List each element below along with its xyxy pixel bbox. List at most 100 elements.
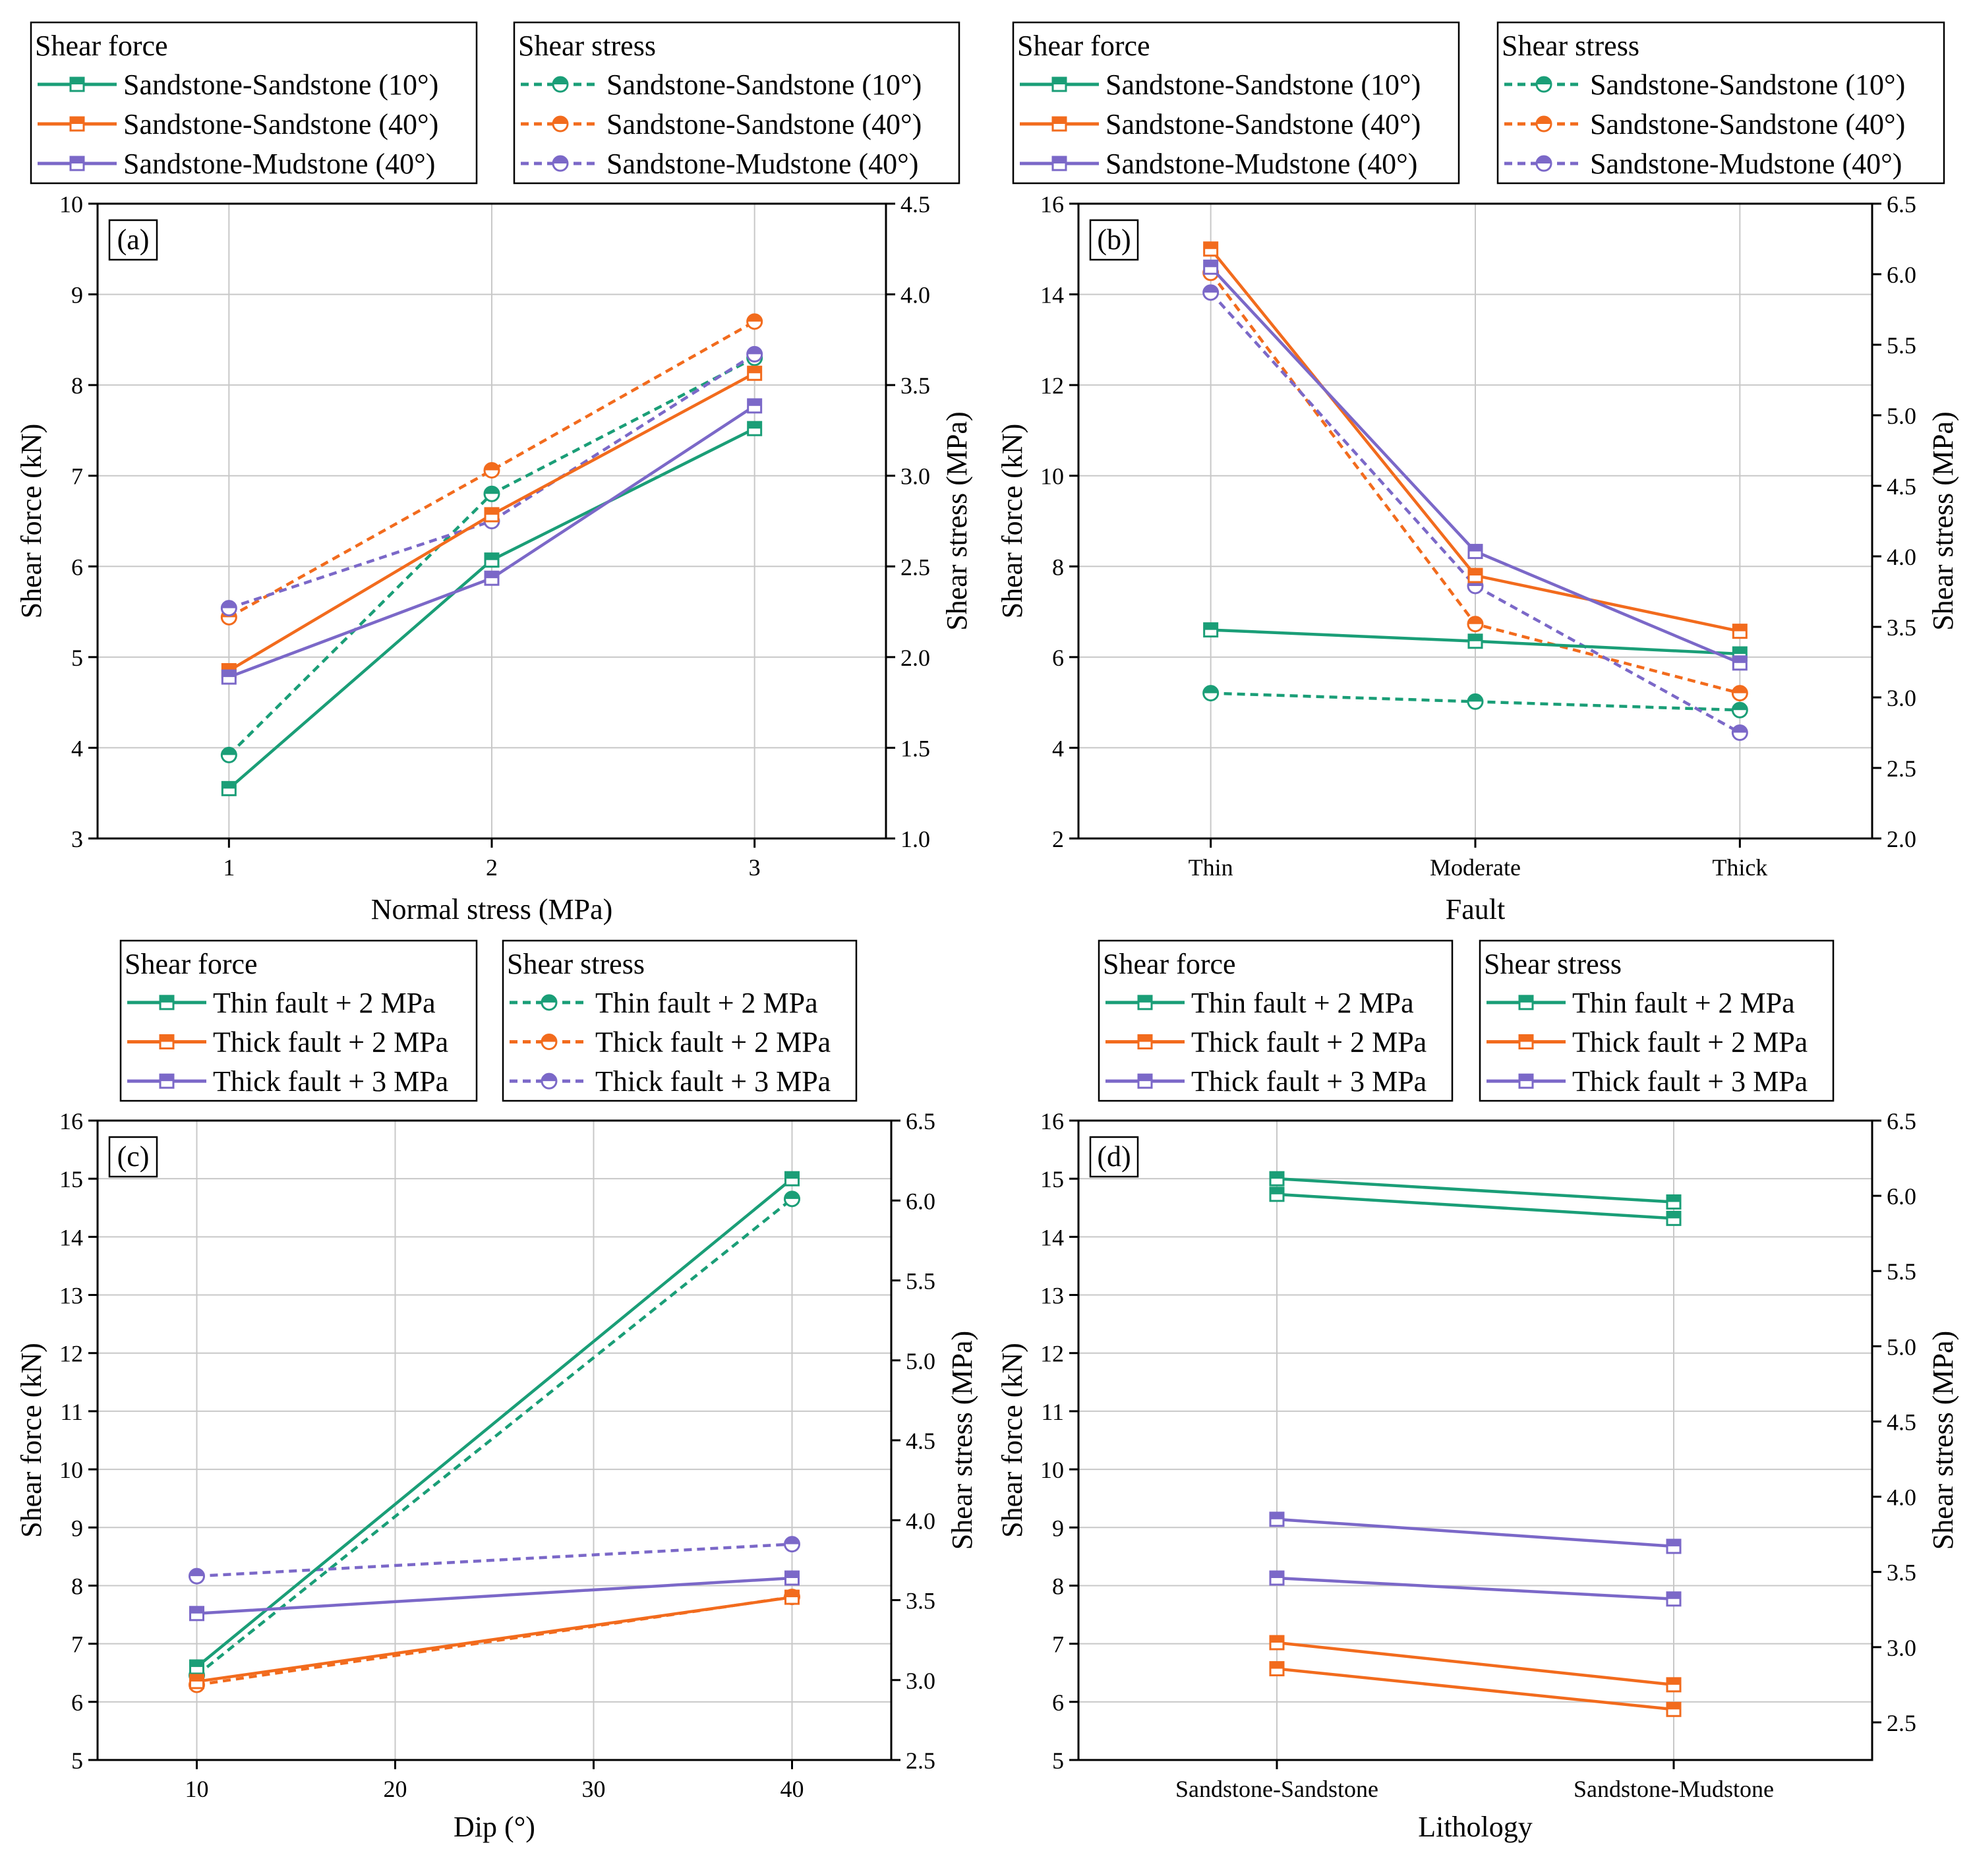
stress-point-1-2-fill: [747, 314, 762, 322]
stress-legend-box: [502, 939, 858, 1102]
stress-point-0-2-fill: [1732, 703, 1748, 711]
stress-legend-marker-2-fill: [1537, 156, 1551, 163]
stress-point-0-0-fill: [221, 747, 237, 755]
stress-point-2-1-fill: [1667, 1539, 1680, 1546]
force-series-line-2: [1276, 1576, 1674, 1600]
x-tick-label-3: 40: [780, 1776, 804, 1802]
stress-legend-label-0: Sandstone-Sandstone (10°): [1590, 69, 1905, 101]
force-legend-label-0: Thin fault + 2 MPa: [213, 987, 436, 1019]
stress-legend-label-0: Thin fault + 2 MPa: [1572, 987, 1795, 1019]
x-axis-title: Lithology: [1418, 1811, 1533, 1843]
y-tick-label-2: 7: [1052, 1631, 1064, 1658]
panel-label-box: [108, 219, 158, 261]
stress-legend-title: Shear stress: [1484, 948, 1622, 980]
stress-legend-label-1: Thick fault + 2 MPa: [595, 1026, 831, 1059]
y-tick-label-2: 6: [1052, 645, 1064, 671]
force-legend-label-2: Sandstone-Mudstone (40°): [1105, 148, 1417, 180]
y-tick-label-6: 14: [1040, 282, 1064, 308]
force-point-1-1-fill: [485, 508, 498, 515]
y-tick-label-6: 9: [71, 282, 83, 308]
stress-series-line-2: [196, 1542, 792, 1578]
y2-tick-label-6: 4.0: [900, 282, 930, 308]
y-tick-label-9: 14: [1040, 1224, 1064, 1250]
y2-tick-label-6: 5.0: [1887, 403, 1916, 429]
y-tick-label-0: 2: [1052, 826, 1064, 852]
stress-legend-marker-2-fill: [1519, 1074, 1533, 1082]
force-point-2-0-fill: [190, 1606, 204, 1614]
stress-legend-title: Shear stress: [1502, 30, 1639, 62]
force-series-line-0: [196, 1177, 793, 1668]
force-point-2-1-fill: [485, 572, 498, 579]
force-series-line-2: [196, 1576, 792, 1616]
stress-point-0-1-fill: [1667, 1212, 1680, 1219]
stress-legend-label-1: Sandstone-Sandstone (40°): [1590, 108, 1905, 140]
force-legend-label-0: Sandstone-Sandstone (10°): [1105, 69, 1421, 101]
stress-legend-marker-1-fill: [1519, 1035, 1533, 1042]
y-axis-title: Shear force (kN): [15, 1343, 47, 1538]
panel-label: (a): [117, 223, 150, 256]
force-legend-marker-2-fill: [1053, 157, 1066, 163]
y-axis-title: Shear force (kN): [15, 424, 47, 619]
y-axis-title: Shear force (kN): [996, 1343, 1028, 1538]
stress-point-2-0-fill: [1203, 285, 1218, 293]
stress-legend-marker-0-fill: [553, 77, 568, 84]
force-legend-marker-1-fill: [1138, 1035, 1152, 1042]
force-legend-label-2: Sandstone-Mudstone (40°): [123, 148, 435, 180]
x-tick-label-0: 10: [185, 1776, 209, 1802]
force-point-0-0-fill: [222, 782, 236, 789]
x-axis-title: Dip (°): [454, 1811, 535, 1843]
y-tick-label-3: 8: [71, 1573, 83, 1599]
y2-tick-label-4: 4.5: [906, 1428, 935, 1454]
stress-series-line-0: [196, 1198, 793, 1677]
force-legend-marker-1-fill: [1053, 117, 1066, 124]
force-point-1-1-fill: [1469, 569, 1482, 576]
stress-point-0-1-fill: [485, 486, 499, 494]
y2-tick-label-7: 4.5: [900, 191, 930, 218]
stress-series-line-2: [1209, 291, 1741, 734]
panel-label-box: [108, 1136, 158, 1178]
force-legend-marker-1-fill: [71, 117, 84, 124]
stress-legend-title: Shear stress: [518, 30, 656, 62]
stress-point-2-2-fill: [1732, 725, 1748, 733]
force-point-0-1-fill: [785, 1172, 799, 1179]
y-tick-label-4: 7: [71, 463, 83, 490]
y2-tick-label-3: 4.0: [906, 1508, 935, 1534]
x-tick-label-0: Thin: [1189, 854, 1233, 881]
y-tick-label-2: 7: [71, 1631, 83, 1658]
stress-point-2-0-fill: [221, 601, 237, 608]
stress-point-0-0-fill: [1203, 686, 1218, 693]
y-tick-label-11: 16: [59, 1108, 83, 1134]
force-point-0-2-fill: [748, 422, 761, 429]
stress-series-line-2: [1276, 1517, 1674, 1548]
force-point-1-0-fill: [222, 664, 236, 671]
force-legend-title: Shear force: [35, 30, 168, 62]
y2-tick-label-1: 2.5: [1887, 755, 1916, 782]
force-legend-marker-0-fill: [1053, 78, 1066, 84]
plot-frame: [96, 1119, 893, 1761]
y-tick-label-10: 15: [1040, 1166, 1064, 1192]
stress-point-1-1-fill: [1667, 1678, 1680, 1685]
force-legend-label-1: Sandstone-Sandstone (40°): [123, 108, 438, 140]
y2-tick-label-3: 3.5: [1887, 614, 1916, 641]
force-point-1-1-fill: [785, 1591, 799, 1598]
force-series-line-1: [196, 1595, 792, 1684]
y2-tick-label-6: 5.5: [906, 1268, 935, 1295]
x-tick-label-1: 2: [486, 854, 498, 881]
stress-legend-label-1: Thick fault + 2 MPa: [1572, 1026, 1808, 1059]
y2-tick-label-2: 3.5: [906, 1588, 935, 1614]
x-tick-label-2: Thick: [1712, 854, 1767, 881]
x-tick-label-0: Sandstone-Sandstone: [1175, 1776, 1378, 1802]
y2-tick-label-8: 6.5: [906, 1108, 935, 1134]
stress-legend-marker-2-fill: [542, 1074, 556, 1082]
force-point-1-0-fill: [1270, 1662, 1283, 1669]
stress-legend-marker-0-fill: [1519, 995, 1533, 1003]
y2-axis-title: Shear stress (MPa): [1927, 411, 1959, 630]
x-tick-label-1: Sandstone-Mudstone: [1574, 1776, 1774, 1802]
force-point-2-1-fill: [1667, 1592, 1680, 1599]
force-legend-box: [1098, 939, 1454, 1102]
y-tick-label-1: 6: [1052, 1689, 1064, 1716]
y-tick-label-5: 12: [1040, 372, 1064, 399]
force-point-0-0-fill: [1270, 1172, 1283, 1179]
stress-legend-marker-0-fill: [542, 995, 556, 1003]
y-tick-label-4: 10: [1040, 463, 1064, 490]
